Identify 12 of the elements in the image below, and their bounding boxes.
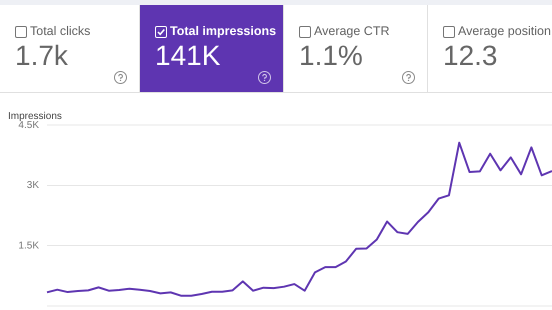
category-label: Average position [458, 24, 551, 38]
text: 1.7k [15, 40, 68, 71]
category-label: Total impressions [170, 24, 276, 38]
y-tick-label: 4.5K [18, 120, 40, 131]
text: 12.3 [443, 40, 498, 71]
text: 141K [155, 40, 220, 71]
category-label: Total clicks [30, 24, 90, 38]
y-tick-label: 3K [26, 180, 40, 192]
y-axis-title: Impressions [8, 111, 62, 122]
text: 1.1% [299, 40, 363, 71]
y-tick-label: 1.5K [18, 240, 40, 252]
category-label: Average CTR [314, 24, 390, 38]
